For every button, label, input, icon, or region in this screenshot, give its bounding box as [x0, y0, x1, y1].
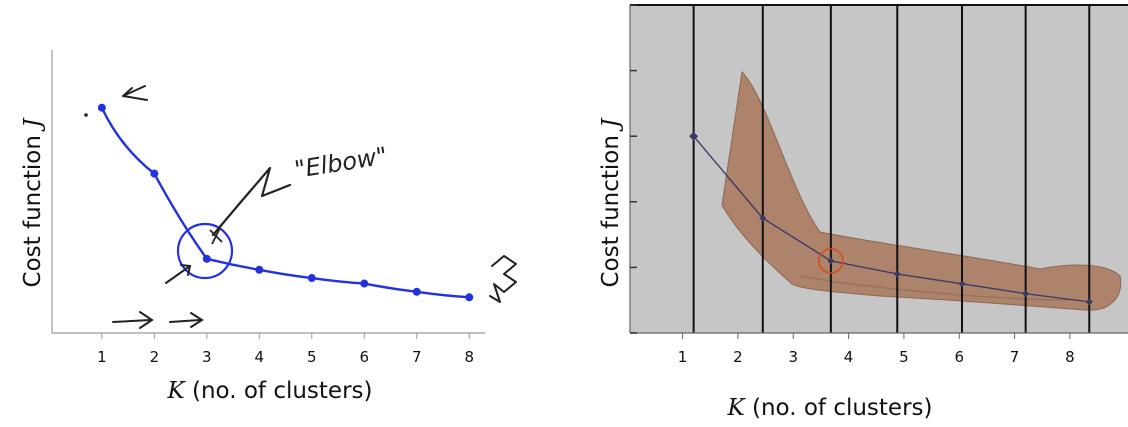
elbow-highlight-circle	[818, 248, 844, 274]
start-arrow-icon	[122, 85, 148, 101]
right-x-tick-label: 4	[844, 348, 854, 366]
arm-image	[721, 70, 1122, 311]
right-x-tick-label: 8	[1065, 348, 1075, 366]
left-xlabel-var: K	[167, 378, 187, 404]
right-data-point	[958, 280, 966, 288]
left-data-point	[202, 254, 211, 263]
right-x-tick-label: 3	[788, 348, 798, 366]
left-series-line	[100, 106, 471, 299]
right-arrow-mark-1	[112, 311, 154, 329]
stray-dot	[84, 113, 88, 117]
right-x-tick-label: 6	[954, 348, 964, 366]
elbow-pointer-squiggle	[211, 166, 292, 237]
right-vertical-lines	[692, 5, 1091, 333]
elbow-annotation: "Elbow"	[293, 142, 390, 184]
right-x-tick-label: 2	[733, 348, 743, 366]
right-x-axis-title: K (no. of clusters)	[727, 395, 933, 421]
right-x-tick-label: 1	[678, 348, 688, 366]
left-data-point	[97, 103, 106, 112]
left-xlabel-rest: (no. of clusters)	[185, 378, 373, 404]
right-data-point	[827, 257, 835, 265]
left-x-tick-label: 2	[150, 348, 160, 366]
right-x-tick-label: 5	[899, 348, 909, 366]
right-data-point	[1085, 298, 1093, 306]
left-ylabel-var: J	[20, 117, 46, 132]
left-x-tick-label: 1	[97, 348, 107, 366]
left-x-tick-label: 3	[202, 348, 212, 366]
left-x-tick-label: 8	[464, 348, 474, 366]
right-ylabel-var: J	[598, 117, 624, 132]
right-x-ticks: 1 2 3 4 5 6 7 8	[678, 333, 1075, 366]
arrow-to-elbow	[165, 264, 192, 284]
left-x-ticks: 1 2 3 4 5 6 7 8	[97, 333, 474, 366]
right-ylabel-text: Cost function	[598, 128, 624, 288]
left-data-point	[465, 293, 474, 302]
left-x-tick-label: 6	[360, 348, 370, 366]
right-data-point	[1022, 290, 1030, 298]
right-arrow-mark-2	[169, 312, 204, 328]
left-data-point	[150, 169, 159, 178]
left-x-tick-label: 7	[412, 348, 422, 366]
right-x-tick-label: 7	[1010, 348, 1020, 366]
left-y-axis-title: Cost function J	[20, 117, 46, 288]
left-data-point	[360, 279, 369, 288]
right-y-axis-title: Cost function J	[598, 117, 624, 288]
left-ylabel-text: Cost function	[20, 128, 46, 288]
left-x-tick-label: 5	[307, 348, 317, 366]
left-data-point	[307, 274, 316, 283]
right-y-ticks	[630, 4, 637, 334]
elbow-circle-annotation	[176, 222, 234, 280]
left-chart: 1 2 3 4 5 6 7 8 "Elbow" K (no. of clusters) Cos…	[20, 50, 517, 404]
left-x-axis-title: K (no. of clusters)	[167, 378, 373, 404]
right-xlabel-var: K	[727, 395, 747, 421]
right-chart: 1 2 3 4 5 6 7 8 K (no. of clusters) Cost functi…	[598, 4, 1128, 421]
arm-shadow-detail	[799, 275, 1071, 301]
end-squiggle-mark	[489, 255, 517, 303]
left-data-point	[255, 265, 264, 274]
right-xlabel-rest: (no. of clusters)	[745, 395, 933, 421]
left-data-point	[412, 287, 421, 296]
right-data-point	[759, 214, 767, 222]
left-x-tick-label: 4	[255, 348, 265, 366]
right-series-points	[689, 131, 1093, 306]
right-data-point	[689, 131, 699, 141]
right-data-point	[893, 270, 901, 278]
left-series-points	[97, 103, 474, 302]
elbow-x-mark	[209, 227, 223, 245]
